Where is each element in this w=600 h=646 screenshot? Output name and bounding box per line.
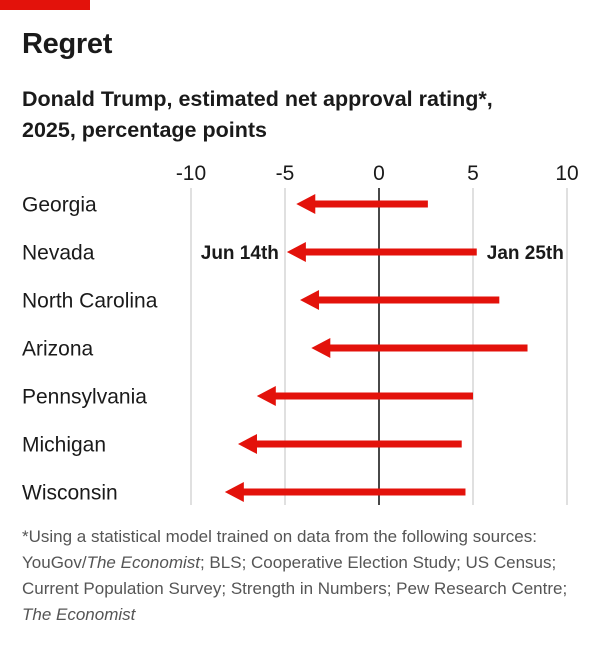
arrow-head xyxy=(296,194,316,214)
x-tick-label: 0 xyxy=(373,162,385,185)
category-label: Nevada xyxy=(22,242,95,265)
x-tick-label: 10 xyxy=(555,162,578,185)
arrow-head xyxy=(224,482,244,502)
footnote-text-2: ; BLS; Cooperative Election Study; US Ce… xyxy=(22,553,568,598)
annotation-start: Jan 25th xyxy=(487,243,564,264)
category-labels: Georgia Nevada North Carolina Arizona Pennsy… xyxy=(22,194,158,505)
x-tick-label: 5 xyxy=(467,162,479,185)
category-label: Pennsylvania xyxy=(22,386,147,409)
arrow-head xyxy=(286,242,306,262)
footnote: *Using a statistical model trained on da… xyxy=(22,524,582,628)
footnote-italic-1: The Economist xyxy=(86,553,200,572)
x-tick-label: -10 xyxy=(176,162,206,185)
x-axis-ticks: -10 -5 0 5 10 xyxy=(176,162,579,185)
category-label: Arizona xyxy=(22,338,94,361)
subtitle-line-2: 2025, percentage points xyxy=(22,118,267,142)
arrow-chart: -10 -5 0 5 10 Georgia Nevada North Carolina Ari… xyxy=(22,162,579,505)
category-label: Georgia xyxy=(22,194,97,217)
arrow-head xyxy=(238,434,257,454)
chart-subtitle: Donald Trump, estimated net approval rat… xyxy=(22,84,582,146)
arrow-head xyxy=(311,338,331,358)
arrow-head xyxy=(300,290,320,310)
x-tick-label: -5 xyxy=(276,162,295,185)
subtitle-line-1: Donald Trump, estimated net approval rat… xyxy=(22,87,493,111)
chart-title: Regret xyxy=(22,28,113,60)
category-label: Michigan xyxy=(22,434,106,457)
arrow-head xyxy=(256,386,276,406)
footnote-italic-2: The Economist xyxy=(22,605,136,624)
footnote-text-1: *Using a statistical model trained on da… xyxy=(22,527,537,572)
annotations: Jan 25th Jun 14th xyxy=(201,243,564,264)
arrows xyxy=(224,194,528,502)
annotation-end: Jun 14th xyxy=(201,243,279,264)
brand-accent-bar xyxy=(0,0,90,10)
category-label: Wisconsin xyxy=(22,482,118,505)
category-label: North Carolina xyxy=(22,290,158,313)
